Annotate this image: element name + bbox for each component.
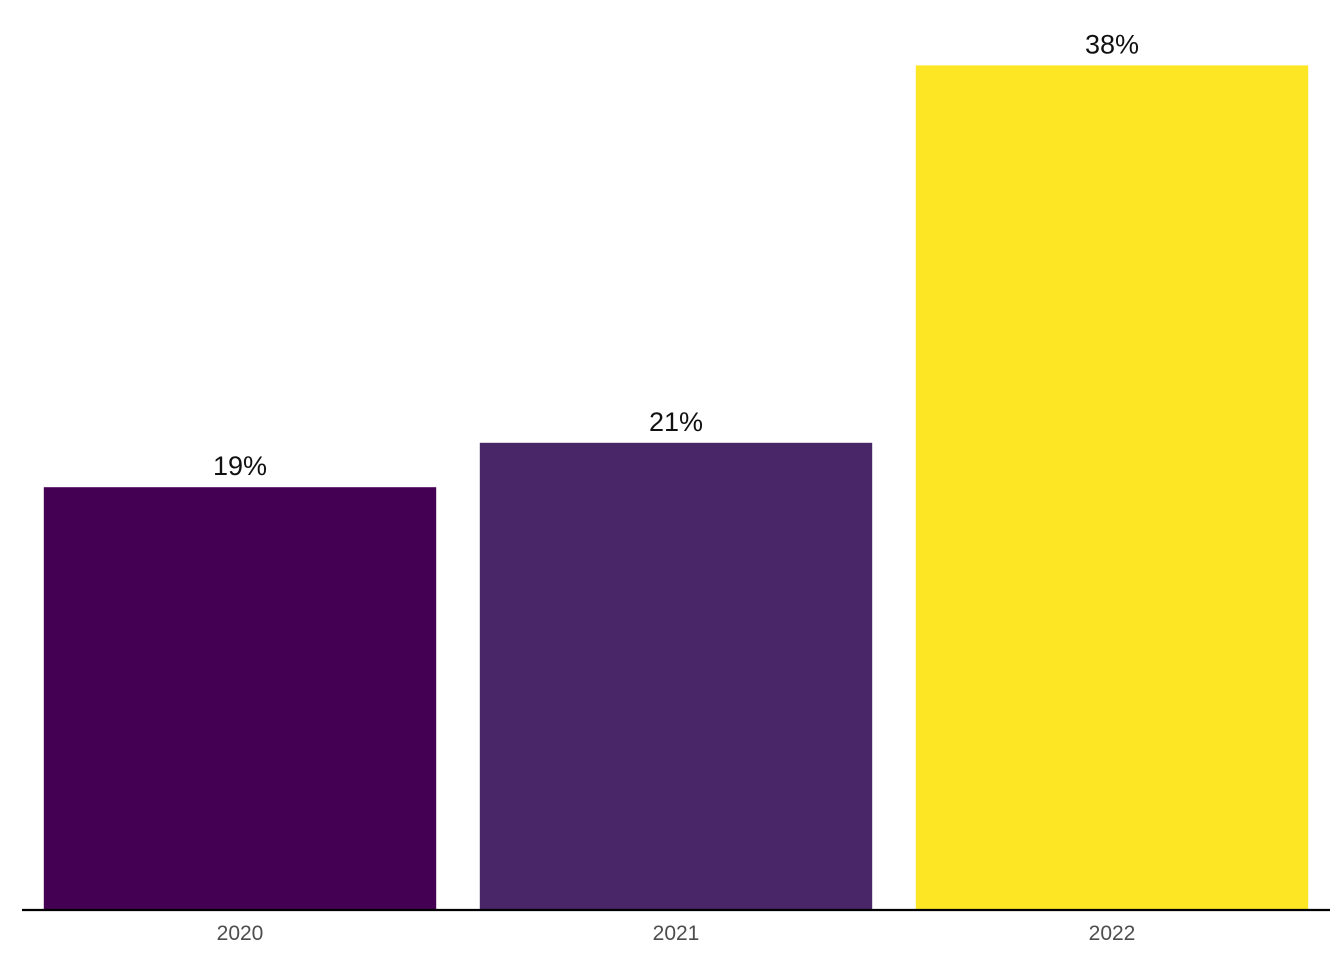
bar-2020 (43, 487, 437, 909)
x-tick-label-2021: 2021 (653, 922, 700, 945)
bar-2021 (479, 442, 873, 909)
value-labels-layer: 19% 21% 38% (213, 29, 1139, 481)
bar-2022 (915, 65, 1309, 909)
bar-value-label-2020: 19% (213, 451, 267, 481)
bar-value-label-2022: 38% (1085, 29, 1139, 59)
x-tick-label-2020: 2020 (217, 922, 264, 945)
x-tick-labels-layer: 2020 2021 2022 (217, 922, 1136, 945)
bars-layer (43, 65, 1309, 909)
bar-value-label-2021: 21% (649, 407, 703, 437)
x-tick-label-2022: 2022 (1089, 922, 1136, 945)
